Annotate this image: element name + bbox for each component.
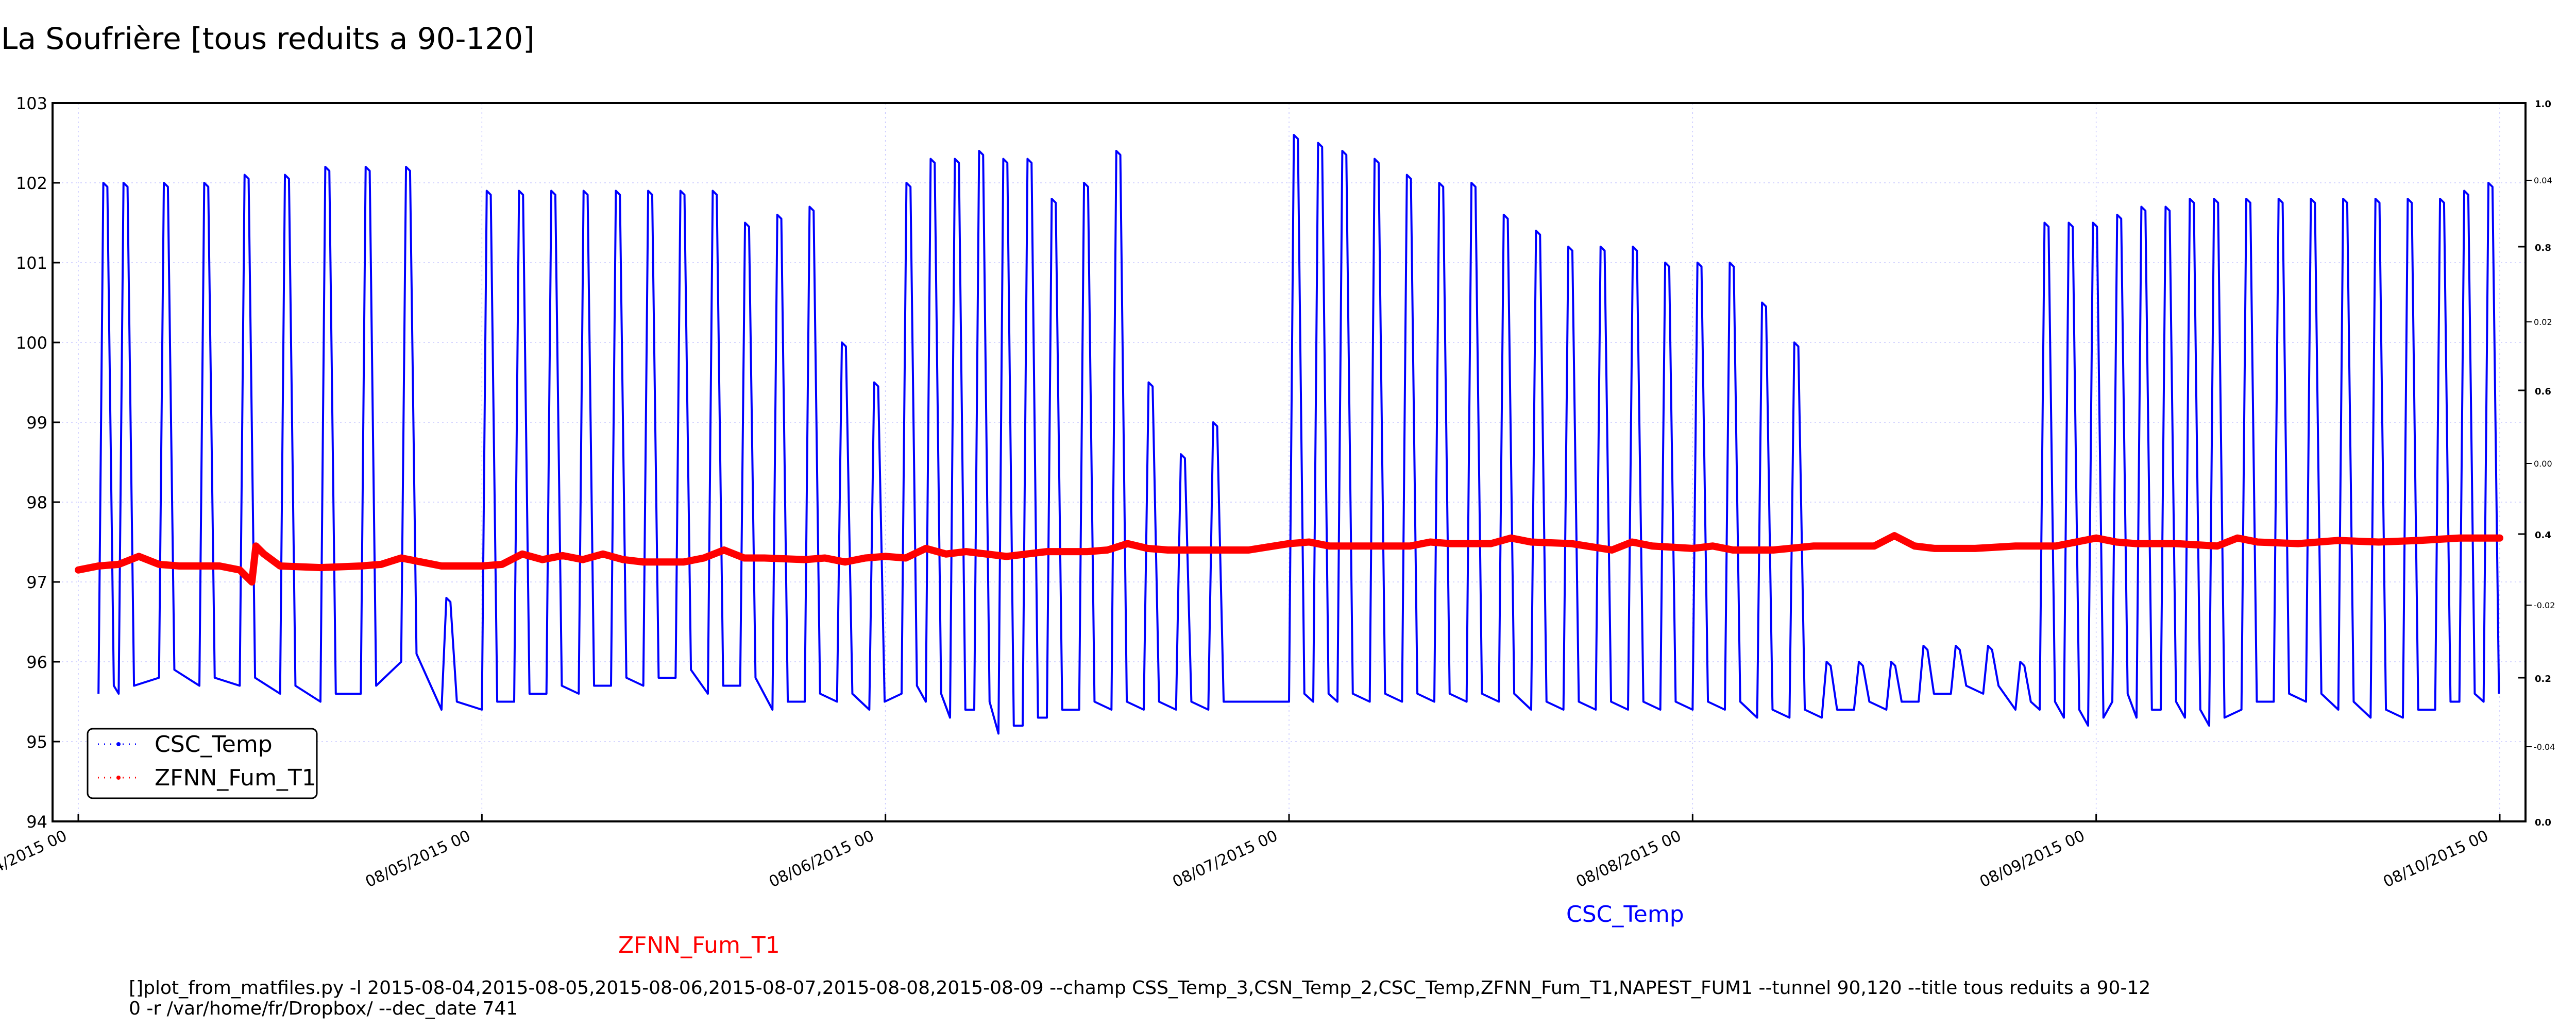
legend-label-csc-temp: CSC_Temp xyxy=(155,731,273,758)
command-line-1: []plot_from_matfiles.py -l 2015-08-04,20… xyxy=(129,977,2150,999)
y-axis-left: 94 95 96 97 98 99 100 101 102 103 xyxy=(16,94,60,832)
y-tick-label: 97 xyxy=(26,573,47,592)
y2-small-tick-label: 0.02 xyxy=(2534,317,2552,327)
x-axis: 08/04/2015 00 08/05/2015 00 08/06/2015 00 0… xyxy=(0,814,2501,891)
y-tick-label: 98 xyxy=(26,493,47,512)
series-line-csc-temp xyxy=(97,134,2500,735)
x-tick-label: 08/07/2015 00 xyxy=(1170,827,1281,891)
y-tick-label: 103 xyxy=(16,94,47,113)
series-line-zfnn-fum-t1 xyxy=(75,532,2503,586)
y-tick-label: 99 xyxy=(26,413,47,433)
y-tick-label: 101 xyxy=(16,253,47,273)
legend-marker-zfnn-fum-t1-dot xyxy=(116,776,121,780)
legend-label-zfnn-fum-t1: ZFNN_Fum_T1 xyxy=(155,765,316,791)
y-axis-right: 0.0 0.2 0.4 0.6 0.8 1.0 -0.04 -0.02 0.00 0.02 0.04 xyxy=(2518,99,2555,828)
annotation-csc-temp: CSC_Temp xyxy=(1566,901,1684,928)
y-tick-label: 94 xyxy=(26,812,47,832)
y2-small-tick-label: -0.02 xyxy=(2534,600,2555,610)
y-tick-label: 96 xyxy=(26,653,47,672)
y2-tick-label: 1.0 xyxy=(2535,99,2551,110)
y2-tick-label: 0.6 xyxy=(2535,386,2551,397)
series xyxy=(75,134,2503,735)
x-tick-label: 08/08/2015 00 xyxy=(1573,827,1684,891)
x-tick-label: 08/10/2015 00 xyxy=(2381,827,2492,891)
y-tick-label: 102 xyxy=(16,174,47,193)
x-tick-label: 08/04/2015 00 xyxy=(0,827,70,891)
y2-tick-label: 0.8 xyxy=(2535,243,2551,253)
y-tick-label: 95 xyxy=(26,732,47,752)
x-tick-label: 08/05/2015 00 xyxy=(363,827,473,891)
legend: CSC_Temp ZFNN_Fum_T1 xyxy=(87,728,318,799)
y2-small-tick-label: -0.04 xyxy=(2534,742,2555,752)
y2-tick-label: 0.2 xyxy=(2535,674,2551,684)
x-tick-label: 08/09/2015 00 xyxy=(1977,827,2088,891)
annotation-zfnn-fum-t1: ZFNN_Fum_T1 xyxy=(618,932,780,958)
y-tick-label: 100 xyxy=(16,333,47,353)
grid xyxy=(53,102,2526,822)
y2-tick-label: 0.4 xyxy=(2535,530,2551,541)
legend-box xyxy=(87,728,318,799)
chart-title: La Soufrière [tous reduits a 90-120] xyxy=(1,21,535,56)
x-tick-label: 08/06/2015 00 xyxy=(766,827,877,891)
command-line-2: 0 -r /var/home/fr/Dropbox/ --dec_date 74… xyxy=(129,998,518,1019)
y2-small-tick-label: 0.00 xyxy=(2534,459,2552,469)
y2-small-tick-label: 0.04 xyxy=(2534,176,2552,185)
legend-marker-csc-temp-dot xyxy=(116,742,121,746)
y2-tick-label: 0.0 xyxy=(2535,817,2551,828)
